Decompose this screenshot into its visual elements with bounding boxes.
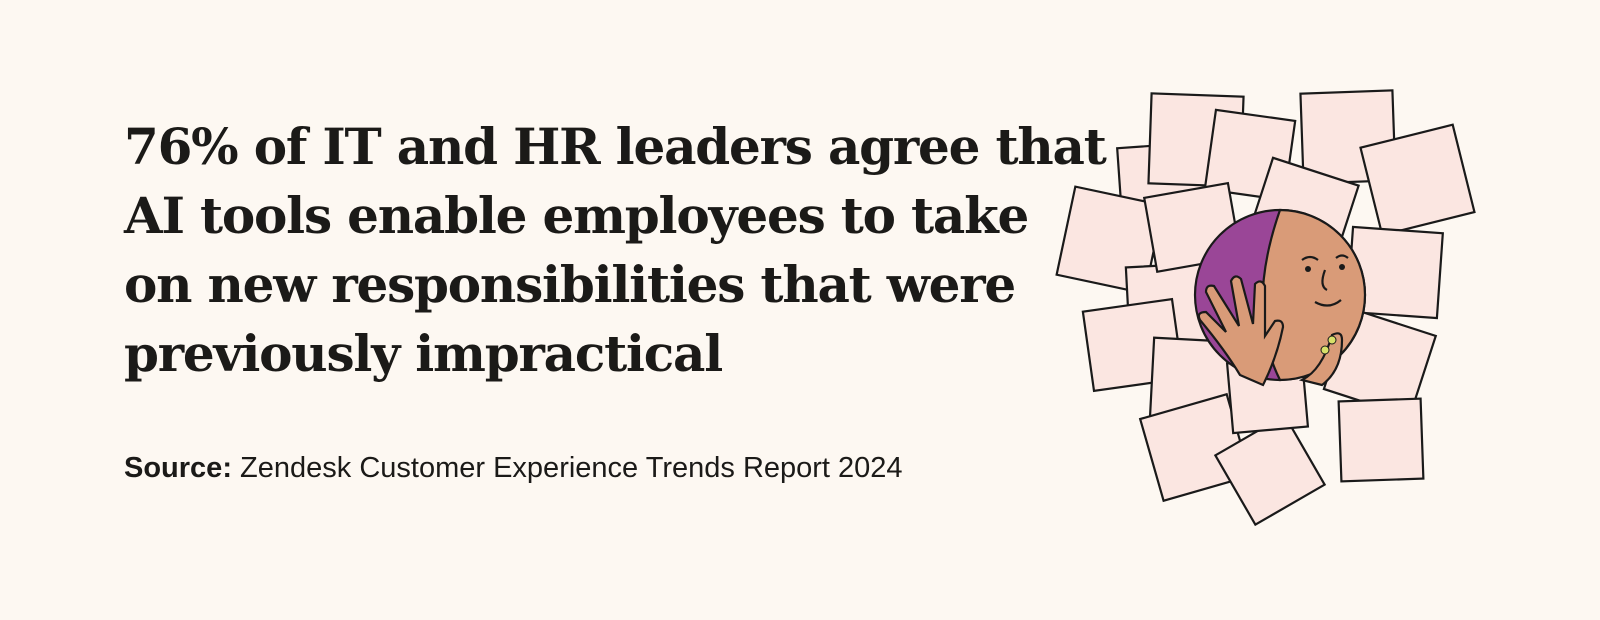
headline-line: 76% of IT and HR leaders agree that	[124, 117, 1107, 176]
headline-line: previously impractical	[124, 324, 723, 383]
character	[1193, 208, 1367, 387]
headline-line: AI tools enable employees to take	[124, 186, 1029, 245]
source: Source: Zendesk Customer Experience Tren…	[124, 452, 903, 485]
source-label: Source:	[124, 452, 232, 484]
headline: 76% of IT and HR leaders agree that AI t…	[124, 112, 1107, 388]
illustration	[1055, 89, 1476, 527]
headline-line: on new responsibilities that were	[124, 255, 1016, 314]
source-text: Zendesk Customer Experience Trends Repor…	[240, 452, 903, 484]
